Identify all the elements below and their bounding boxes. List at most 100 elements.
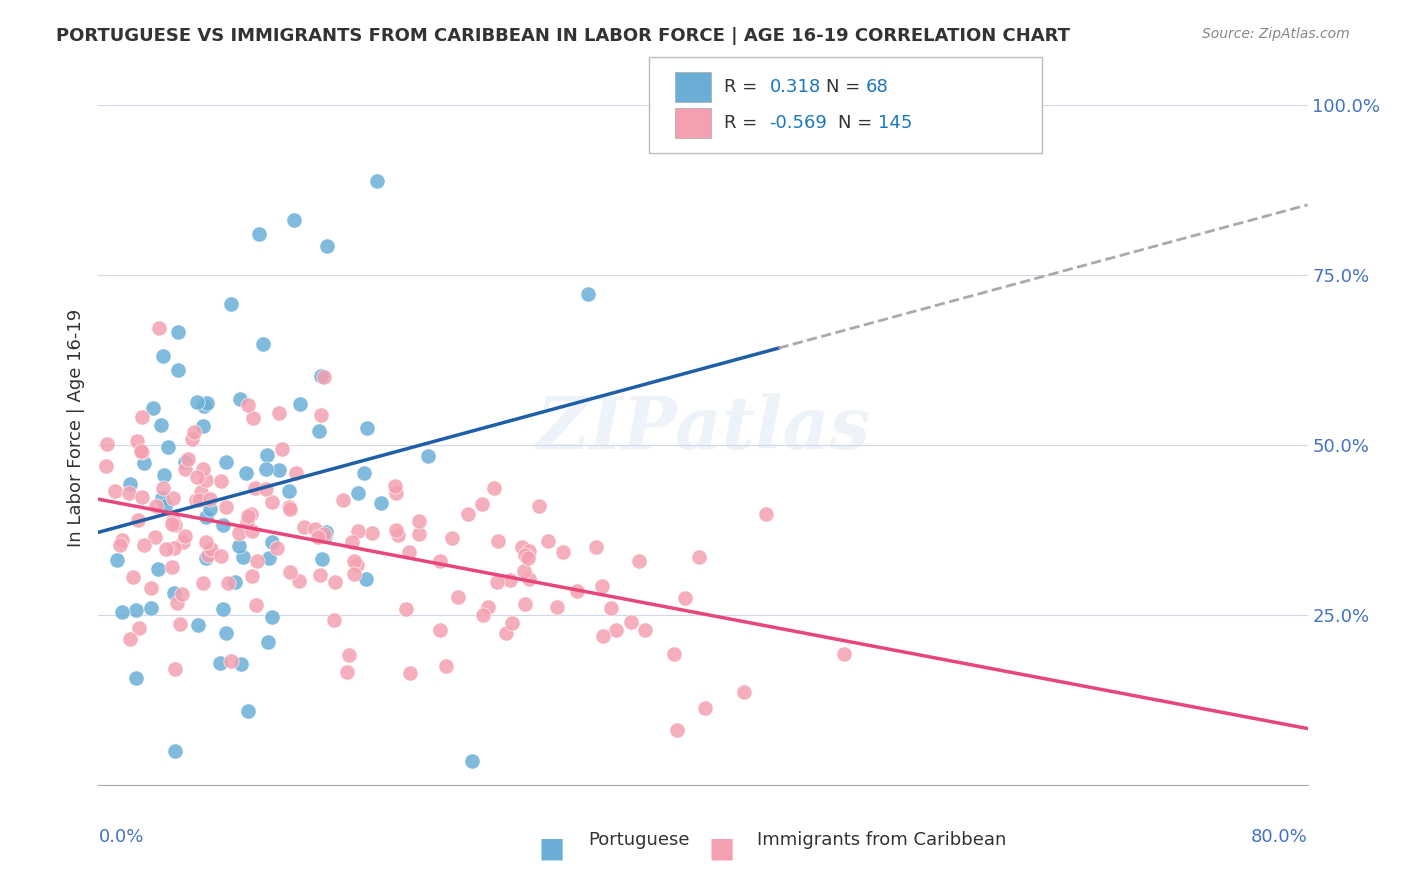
Point [191,462,214,476]
Point [591,579,613,593]
Point [111,533,134,547]
Point [262,610,284,624]
Point [94,459,117,474]
Point [516,551,538,566]
Point [486,575,509,590]
Point [457,507,479,521]
Text: -0.569: -0.569 [769,114,827,132]
Text: N =: N = [838,114,873,132]
Point [162,513,184,527]
Point [387,528,409,542]
Point [128,621,150,635]
Point [576,287,599,301]
Text: N =: N = [827,78,860,96]
Point [143,529,166,543]
Point [195,396,218,410]
Point [262,494,284,508]
Point [256,634,278,648]
Point [620,615,643,630]
Point [395,601,418,615]
Point [170,587,193,601]
Point [447,590,470,604]
Point [173,529,195,543]
Point [163,662,186,676]
Point [198,492,221,507]
Point [664,647,686,661]
Point [247,227,270,241]
Point [200,542,222,557]
Point [186,394,208,409]
Point [471,607,494,622]
Point [139,600,162,615]
Point [434,658,457,673]
Point [215,626,238,640]
Point [408,527,430,541]
Point [228,526,250,541]
Point [314,528,336,542]
Text: ■: ■ [709,835,734,863]
Point [257,551,280,566]
Point [118,476,141,491]
Point [127,513,149,527]
Point [195,534,218,549]
Point [187,493,209,508]
Point [688,550,710,565]
Point [665,723,688,737]
Point [356,420,378,434]
Point [309,568,332,582]
Point [346,558,368,572]
Point [215,500,238,514]
Point [148,321,170,335]
Point [323,613,346,627]
Point [141,581,163,595]
Point [167,362,190,376]
Point [245,554,267,568]
Point [585,541,607,555]
Point [229,657,252,671]
Point [191,419,214,434]
Point [190,485,212,500]
Point [755,507,778,521]
Bar [675,72,711,102]
Point [228,539,250,553]
Point [429,554,451,568]
Point [166,596,188,610]
Point [256,448,278,462]
Point [332,493,354,508]
Point [219,655,242,669]
Text: Source: ZipAtlas.com: Source: ZipAtlas.com [1202,27,1350,41]
Point [236,704,259,718]
Point [163,586,186,600]
Point [198,501,221,516]
Point [277,484,299,499]
Point [153,500,176,514]
Text: PORTUGUESE VS IMMIGRANTS FROM CARIBBEAN IN LABOR FORCE | AGE 16-19 CORRELATION C: PORTUGUESE VS IMMIGRANTS FROM CARIBBEAN … [56,27,1070,45]
Point [312,369,335,384]
Point [627,554,650,568]
Point [240,524,263,539]
Point [104,484,127,499]
Point [277,500,299,514]
Text: R =: R = [724,114,762,132]
Text: 68: 68 [866,78,889,96]
Point [340,534,363,549]
Point [267,463,290,477]
Point [292,520,315,534]
Point [312,526,335,541]
Point [280,565,302,579]
Point [309,369,332,384]
Point [537,534,560,549]
Point [486,534,509,549]
Point [152,349,174,363]
Point [315,525,337,540]
Point [187,618,209,632]
Point [399,665,422,680]
Point [131,409,153,424]
Point [181,432,204,446]
Point [477,600,499,615]
Point [232,549,254,564]
Point [131,490,153,504]
Point [125,434,148,449]
Point [501,615,523,630]
Point [212,602,235,616]
